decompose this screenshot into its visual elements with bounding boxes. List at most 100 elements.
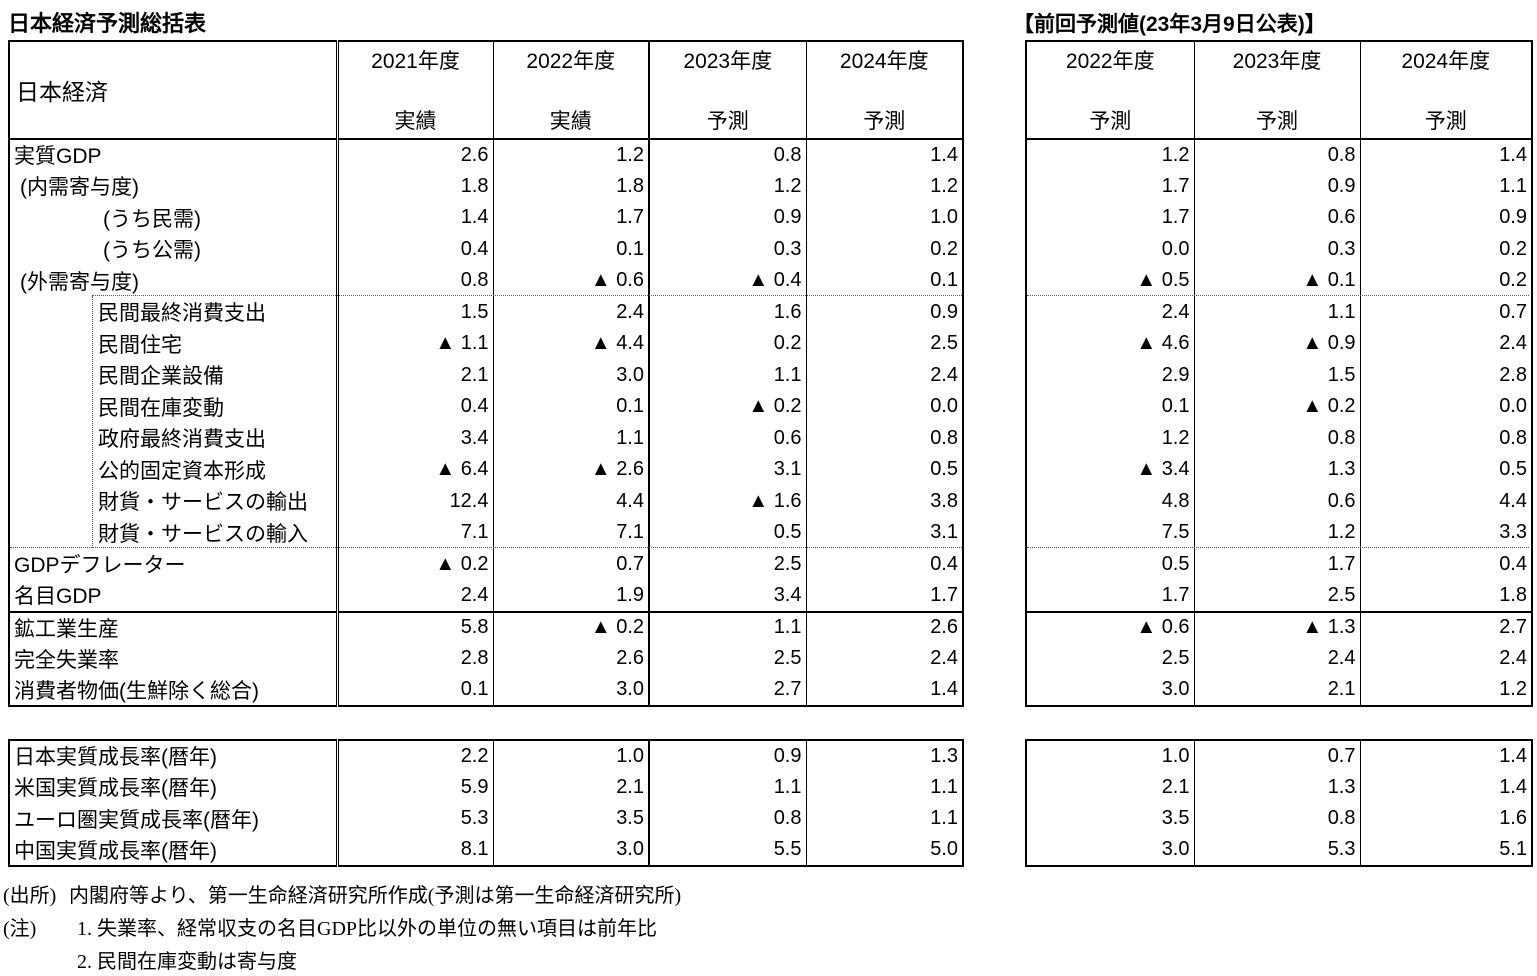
value-cell: 0.9 — [1193, 170, 1360, 202]
value-cell: 3.0 — [492, 834, 649, 866]
value-cell: 1.9 — [492, 580, 649, 612]
growth-previous-table: 1.0 0.7 1.4 2.1 1.3 1.4 3.5 0.8 1.6 3.0 5.3 5.1 — [1025, 739, 1533, 867]
row-label: 鉱工業生産 — [9, 610, 339, 643]
value-cell: 1.2 — [805, 170, 963, 202]
value-cell: 0.8 — [648, 139, 806, 171]
value-cell: 3.4 — [648, 580, 806, 612]
value-cell: 3.1 — [805, 517, 963, 549]
prev-column-header-2023: 2023年度 予測 — [1193, 41, 1360, 140]
row-label: 民間在庫変動 — [9, 391, 339, 423]
table-corner-label: 日本経済 — [9, 41, 339, 140]
value-cell: 0.6 — [648, 422, 806, 454]
table-row: 公的固定資本形成 ▲ 6.4 ▲ 2.6 3.1 0.5 — [9, 454, 963, 486]
row-label: 財貨・サービスの輸入 — [9, 517, 339, 549]
value-cell: 5.0 — [805, 834, 963, 866]
table-row: 3.0 2.1 1.2 — [1025, 674, 1532, 706]
source-note: (出所) 内閣府等より、第一生命経済研究所作成(予測は第一生命経済研究所) — [3, 879, 681, 908]
table-row: 消費者物価(生鮮除く総合) 0.1 3.0 2.7 1.4 — [9, 674, 963, 706]
value-cell: 0.7 — [1193, 740, 1360, 772]
value-cell: 2.1 — [1025, 771, 1194, 803]
row-label: 政府最終消費支出 — [9, 422, 339, 454]
value-cell: 1.1 — [648, 771, 806, 803]
value-cell: 1.1 — [648, 359, 806, 391]
value-cell: 0.2 — [1359, 265, 1532, 297]
value-cell: 3.0 — [1025, 834, 1194, 866]
header-row: 日本経済 2021年度 実績 2022年度 実績 2023年度 予測 2024年度 予測 — [9, 41, 963, 140]
value-cell: 1.2 — [1025, 422, 1194, 454]
value-cell: 1.7 — [1025, 170, 1194, 202]
value-cell: 2.5 — [1193, 580, 1360, 612]
row-label: (うち公需) — [9, 233, 339, 265]
column-kind: 予測 — [1256, 109, 1298, 133]
table-row: 1.7 2.5 1.8 — [1025, 580, 1532, 612]
value-cell: 0.4 — [805, 548, 963, 580]
row-label: GDPデフレーター — [9, 548, 339, 580]
note-spacer — [3, 945, 77, 974]
value-cell: 0.9 — [648, 740, 806, 772]
value-cell: 1.7 — [1025, 580, 1194, 612]
value-cell: 3.8 — [805, 485, 963, 517]
value-cell: 1.5 — [336, 296, 493, 328]
value-cell: 0.6 — [1193, 485, 1360, 517]
table-row: 名目GDP 2.4 1.9 3.4 1.7 — [9, 580, 963, 612]
value-cell: 2.4 — [805, 643, 963, 675]
table-row: ▲ 0.6 ▲ 1.3 2.7 — [1025, 610, 1532, 643]
note-line-2: 2. 民間在庫変動は寄与度 — [3, 945, 297, 974]
note-text: 2. 民間在庫変動は寄与度 — [77, 951, 297, 973]
value-cell: 2.2 — [336, 740, 493, 772]
value-cell: ▲ 0.6 — [1025, 610, 1194, 643]
note-text: 1. 失業率、経常収支の名目GDP比以外の単位の無い項目は前年比 — [77, 918, 658, 940]
value-cell: 1.4 — [1359, 740, 1532, 772]
value-cell: 1.8 — [1359, 580, 1532, 612]
note-line-1: (注) 1. 失業率、経常収支の名目GDP比以外の単位の無い項目は前年比 — [3, 912, 657, 941]
value-cell: 0.4 — [336, 391, 493, 423]
value-cell: 2.8 — [1359, 359, 1532, 391]
value-cell: 1.4 — [1359, 139, 1532, 171]
value-cell: 2.4 — [336, 580, 493, 612]
value-cell: 1.4 — [805, 674, 963, 706]
column-year: 2024年度 — [1401, 50, 1491, 73]
value-cell: 2.5 — [648, 548, 806, 580]
table-row: 民間住宅 ▲ 1.1 ▲ 4.4 0.2 2.5 — [9, 328, 963, 360]
value-cell: 7.5 — [1025, 517, 1194, 549]
column-header-2024: 2024年度 予測 — [805, 41, 963, 140]
table-row: 1.7 0.9 1.1 — [1025, 170, 1532, 202]
value-cell: 3.3 — [1359, 517, 1532, 549]
value-cell: ▲ 0.4 — [648, 265, 806, 297]
value-cell: 2.6 — [336, 139, 493, 171]
header-row: 2022年度 予測 2023年度 予測 2024年度 予測 — [1025, 41, 1532, 140]
value-cell: 0.2 — [805, 233, 963, 265]
dotted-row-divider — [10, 547, 962, 548]
value-cell: 0.1 — [1025, 391, 1194, 423]
value-cell: ▲ 0.2 — [1193, 391, 1360, 423]
note-label: (注) — [3, 918, 37, 940]
value-cell: 0.7 — [1359, 296, 1532, 328]
table-row: 1.2 0.8 1.4 — [1025, 139, 1532, 171]
table-row: 0.5 1.7 0.4 — [1025, 548, 1532, 580]
value-cell: 12.4 — [336, 485, 493, 517]
table-row: 実質GDP 2.6 1.2 0.8 1.4 — [9, 139, 963, 171]
table-row: 4.8 0.6 4.4 — [1025, 485, 1532, 517]
value-cell: 2.4 — [1359, 643, 1532, 675]
table-row: 3.0 5.3 5.1 — [1025, 834, 1532, 866]
value-cell: 1.8 — [336, 170, 493, 202]
value-cell: ▲ 0.2 — [336, 548, 493, 580]
value-cell: 1.1 — [648, 610, 806, 643]
table-row: 2.9 1.5 2.8 — [1025, 359, 1532, 391]
value-cell: ▲ 0.1 — [1193, 265, 1360, 297]
value-cell: ▲ 0.5 — [1025, 265, 1194, 297]
value-cell: ▲ 4.4 — [492, 328, 649, 360]
value-cell: 1.4 — [805, 139, 963, 171]
value-cell: 1.2 — [1359, 674, 1532, 706]
value-cell: 0.8 — [805, 422, 963, 454]
row-label: 中国実質成長率(暦年) — [9, 834, 339, 866]
value-cell: 0.1 — [805, 265, 963, 297]
table-row: 2.1 1.3 1.4 — [1025, 771, 1532, 803]
value-cell: 1.7 — [1025, 202, 1194, 234]
value-cell: 5.5 — [648, 834, 806, 866]
value-cell: 1.4 — [1359, 771, 1532, 803]
table-row: 1.2 0.8 0.8 — [1025, 422, 1532, 454]
value-cell: 1.6 — [648, 296, 806, 328]
value-cell: 0.3 — [1193, 233, 1360, 265]
